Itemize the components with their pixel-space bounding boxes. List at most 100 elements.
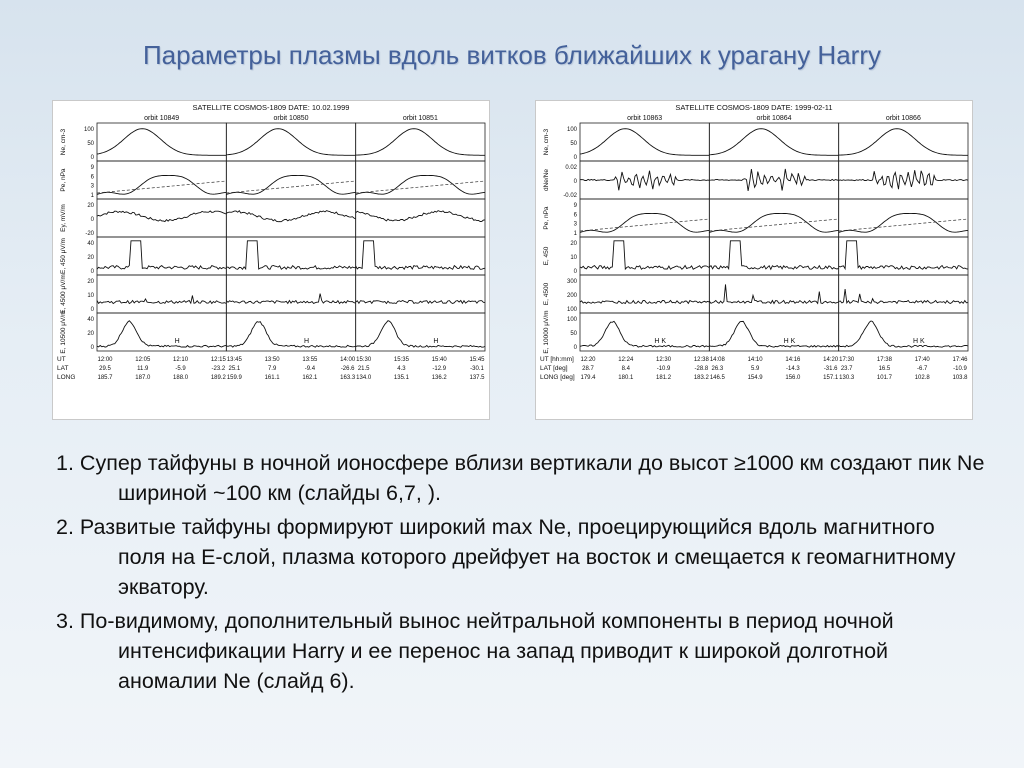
footer-value: 185.7 xyxy=(97,375,113,381)
data-trace xyxy=(355,299,486,305)
footer-value: -10.9 xyxy=(953,366,967,372)
typhoon-marker: H K xyxy=(913,338,925,345)
footer-value: 15:40 xyxy=(432,357,448,363)
tick-label: 20 xyxy=(87,331,94,337)
orbit-label: orbit 10850 xyxy=(273,115,308,122)
data-trace xyxy=(709,128,839,156)
data-trace xyxy=(96,240,227,270)
data-trace xyxy=(226,321,356,348)
panel-axis-label: E, 10000 μV/m xyxy=(543,310,550,353)
footer-value: 130.3 xyxy=(839,375,855,381)
footer-value: 14:16 xyxy=(785,357,801,363)
footer-value: 181.2 xyxy=(656,375,672,381)
panel-frame xyxy=(579,274,710,314)
tick-label: 9 xyxy=(91,165,95,171)
tick-label: 100 xyxy=(567,307,578,313)
footer-value: -14.3 xyxy=(786,366,800,372)
data-trace xyxy=(838,128,968,156)
footer-value: 17:30 xyxy=(839,357,855,363)
baseline-trace xyxy=(579,218,710,232)
bullet-text: По-видимому, дополнительный вынос нейтра… xyxy=(79,609,894,693)
panel-frame xyxy=(838,274,969,314)
footer-value: 162.1 xyxy=(302,375,318,381)
baseline-trace xyxy=(709,218,839,232)
footer-value: -9.4 xyxy=(305,366,316,372)
footer-value: 12:15 xyxy=(211,357,227,363)
footer-value: 161.1 xyxy=(265,375,281,381)
footer-value: 8.4 xyxy=(622,366,631,372)
tick-label: 100 xyxy=(567,317,578,323)
slide-title: Параметры плазмы вдоль витков ближайших … xyxy=(142,40,881,70)
bullet-item: 3. По-видимому, дополнительный вынос ней… xyxy=(56,606,986,696)
footer-value: -5.9 xyxy=(175,366,186,372)
footer-value: -23.2 xyxy=(211,366,225,372)
footer-value: 13:55 xyxy=(302,357,318,363)
typhoon-marker: H xyxy=(304,338,309,345)
data-trace xyxy=(838,320,969,348)
figure-cosmos-1809-10-02-1999: SATELLITE COSMOS-1809 DATE: 10.02.1999 or… xyxy=(52,100,490,420)
panel-axis-label: Ne, cm-3 xyxy=(60,128,67,155)
footer-value: 16.5 xyxy=(879,366,891,372)
tick-label: 0 xyxy=(574,269,578,275)
panel-frame xyxy=(355,312,486,352)
data-trace xyxy=(579,128,710,156)
data-trace xyxy=(579,299,710,305)
bullet-text: Развитые тайфуны формируют широкий max N… xyxy=(79,515,956,599)
figure-cosmos-1809-1999-02-11: SATELLITE COSMOS-1809 DATE: 1999-02-11 or… xyxy=(535,100,973,420)
tick-label: 0 xyxy=(574,345,578,351)
tick-label: 50 xyxy=(570,141,577,147)
tick-label: 300 xyxy=(567,279,578,285)
footer-value: 12:30 xyxy=(656,357,672,363)
tick-label: 3 xyxy=(91,184,95,190)
tick-label: 0.02 xyxy=(565,165,577,171)
data-trace xyxy=(225,293,356,305)
tick-label: 20 xyxy=(87,203,94,209)
panel-frame xyxy=(225,198,357,238)
typhoon-marker: H K xyxy=(784,338,796,345)
footer-value: -6.7 xyxy=(917,366,928,372)
typhoon-marker: H xyxy=(433,338,438,345)
footer-value: 134.0 xyxy=(356,375,372,381)
baseline-trace xyxy=(226,180,356,194)
panel-frame xyxy=(708,312,840,352)
panel-frame xyxy=(225,274,357,314)
tick-label: 6 xyxy=(574,212,578,218)
data-trace xyxy=(96,210,227,223)
data-trace xyxy=(226,128,356,156)
footer-value: -26.6 xyxy=(341,366,355,372)
bullet-item: 1. Супер тайфуны в ночной ионосфере вбли… xyxy=(56,448,986,508)
footer-value: 17:38 xyxy=(877,357,893,363)
tick-label: 50 xyxy=(87,141,94,147)
footer-row-label: LONG xyxy=(57,374,75,381)
data-trace xyxy=(96,128,227,156)
bullet-item: 2. Развитые тайфуны формируют широкий ma… xyxy=(56,512,986,602)
panel-axis-label: E, 4500 xyxy=(543,282,550,305)
panel-axis-label: E, 4500 μV/m xyxy=(60,274,67,314)
typhoon-marker: H K xyxy=(654,338,666,345)
data-trace xyxy=(579,170,710,191)
footer-value: 15:30 xyxy=(356,357,372,363)
orbit-label: orbit 10864 xyxy=(756,115,791,122)
tick-label: 50 xyxy=(570,331,577,337)
data-trace xyxy=(226,210,356,223)
orbit-label: orbit 10863 xyxy=(627,115,662,122)
data-trace xyxy=(838,212,969,233)
data-trace xyxy=(355,210,486,222)
tick-label: 20 xyxy=(570,241,577,247)
panel-frame xyxy=(355,122,486,162)
data-trace xyxy=(96,295,227,305)
footer-value: 12:10 xyxy=(173,357,189,363)
footer-value: 12:00 xyxy=(97,357,113,363)
tick-label: 1 xyxy=(91,193,95,199)
data-trace xyxy=(579,240,710,271)
data-trace xyxy=(709,320,839,348)
footer-value: 183.2 xyxy=(694,375,710,381)
data-trace xyxy=(838,289,969,305)
tick-label: 0 xyxy=(91,345,95,351)
tick-label: 0 xyxy=(574,179,578,185)
footer-value: 15:45 xyxy=(469,357,485,363)
footer-value: 21.5 xyxy=(358,366,370,372)
data-trace xyxy=(96,174,227,195)
footer-value: 137.5 xyxy=(469,375,485,381)
typhoon-marker: H xyxy=(175,338,180,345)
